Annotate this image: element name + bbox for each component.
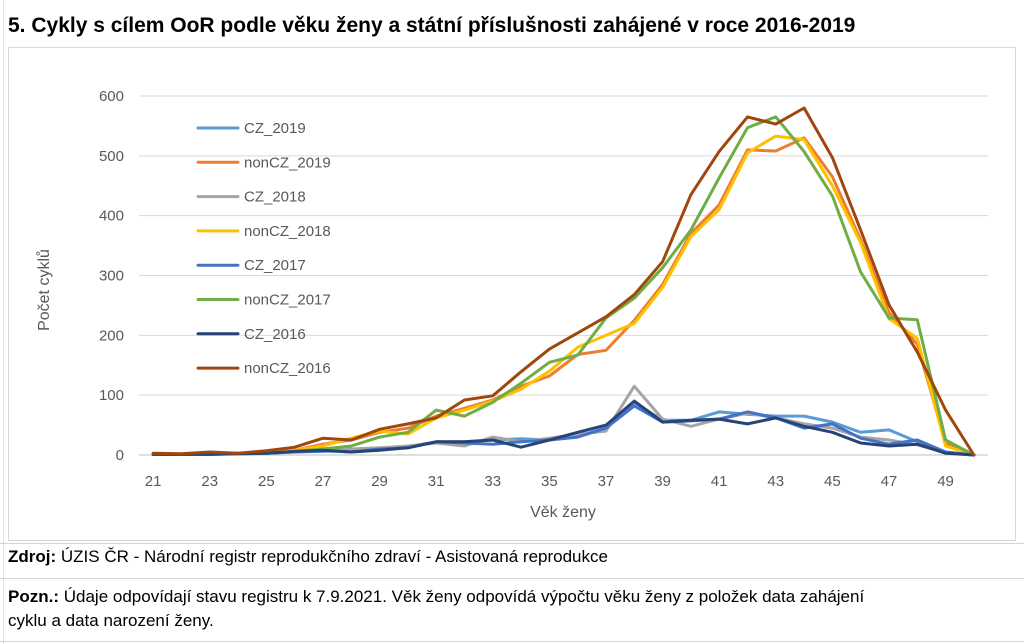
legend-label-nonCZ_2016: nonCZ_2016 bbox=[244, 360, 331, 377]
series-line-nonCZ_2016 bbox=[151, 106, 976, 457]
series-line-CZ_2018 bbox=[151, 384, 976, 457]
source-note: Zdroj: ÚZIS ČR - Národní registr reprodu… bbox=[8, 545, 1018, 569]
y-axis-title: Počet cyklů bbox=[35, 249, 53, 331]
y-tick-label: 400 bbox=[99, 208, 124, 225]
y-tick-label: 600 bbox=[99, 88, 124, 105]
x-tick-label: 41 bbox=[711, 473, 728, 490]
y-tick-label: 500 bbox=[99, 148, 124, 165]
legend-label-nonCZ_2018: nonCZ_2018 bbox=[244, 223, 331, 240]
cell-gridline bbox=[3, 0, 4, 644]
footnote-line: cyklu a data narození ženy. bbox=[8, 609, 1018, 633]
x-tick-label: 27 bbox=[315, 473, 332, 490]
series-line-CZ_2016 bbox=[151, 399, 976, 457]
x-tick-label: 43 bbox=[767, 473, 784, 490]
source-label: Zdroj: bbox=[8, 547, 57, 566]
footnote-line: Pozn.: Údaje odpovídají stavu registru k… bbox=[8, 585, 1018, 609]
series-lines bbox=[151, 106, 976, 457]
footnote: Pozn.: Údaje odpovídají stavu registru k… bbox=[8, 585, 1018, 633]
x-tick-label: 35 bbox=[541, 473, 558, 490]
cell-gridline bbox=[0, 578, 1024, 579]
legend-label-CZ_2019: CZ_2019 bbox=[244, 120, 306, 137]
axis-tick-labels: 0 100 200 300 400 500 600 21 23 25 27 29 31 33 35 37 39 4… bbox=[99, 88, 954, 490]
y-tick-label: 300 bbox=[99, 268, 124, 285]
x-tick-label: 49 bbox=[937, 473, 954, 490]
legend-label-CZ_2018: CZ_2018 bbox=[244, 189, 306, 206]
legend-label-nonCZ_2017: nonCZ_2017 bbox=[244, 292, 331, 309]
legend-label-nonCZ_2019: nonCZ_2019 bbox=[244, 154, 331, 171]
legend: CZ_2019 nonCZ_2019 CZ_2018 nonCZ_2018 CZ_201… bbox=[196, 120, 331, 377]
legend-label-CZ_2017: CZ_2017 bbox=[244, 257, 306, 274]
x-tick-label: 37 bbox=[598, 473, 615, 490]
cell-gridline bbox=[0, 641, 1024, 642]
source-text: ÚZIS ČR - Národní registr reprodukčního … bbox=[60, 547, 608, 566]
x-tick-label: 45 bbox=[824, 473, 841, 490]
x-tick-label: 47 bbox=[881, 473, 898, 490]
x-tick-label: 39 bbox=[654, 473, 671, 490]
x-tick-label: 25 bbox=[258, 473, 275, 490]
x-tick-label: 29 bbox=[371, 473, 388, 490]
gridlines bbox=[139, 95, 988, 456]
series-line-CZ_2017 bbox=[151, 404, 976, 457]
x-tick-label: 33 bbox=[484, 473, 501, 490]
x-tick-label: 23 bbox=[201, 473, 218, 490]
y-tick-label: 0 bbox=[116, 447, 124, 464]
cell-gridline bbox=[0, 543, 1024, 544]
page-title: 5. Cykly s cílem OoR podle věku ženy a s… bbox=[8, 14, 856, 37]
note-text: Údaje odpovídají stavu registru k 7.9.20… bbox=[63, 587, 865, 606]
series-line-CZ_2019 bbox=[151, 400, 976, 457]
line-chart: 0 100 200 300 400 500 600 21 23 25 27 29 31 33 35 37 39 4… bbox=[35, 88, 988, 521]
x-tick-label: 21 bbox=[145, 473, 162, 490]
note-label: Pozn.: bbox=[8, 587, 59, 606]
x-axis-title: Věk ženy bbox=[530, 504, 596, 521]
chart-area[interactable]: 0 100 200 300 400 500 600 21 23 25 27 29 31 33 35 37 39 4… bbox=[8, 47, 1016, 541]
y-tick-label: 200 bbox=[99, 327, 124, 344]
legend-label-CZ_2016: CZ_2016 bbox=[244, 326, 306, 343]
x-tick-label: 31 bbox=[428, 473, 445, 490]
note-text-continued: cyklu a data narození ženy. bbox=[8, 611, 214, 630]
y-tick-label: 100 bbox=[99, 387, 124, 404]
